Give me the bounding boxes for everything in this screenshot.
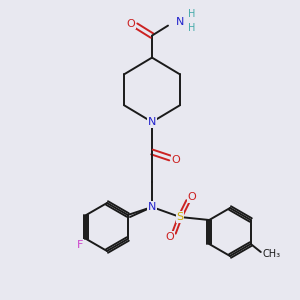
Text: N: N xyxy=(148,202,156,212)
Text: O: O xyxy=(188,192,196,202)
Text: O: O xyxy=(166,232,174,242)
Text: O: O xyxy=(172,155,180,165)
Text: S: S xyxy=(176,212,184,222)
Text: F: F xyxy=(77,240,83,250)
Text: N: N xyxy=(148,117,156,127)
Text: H: H xyxy=(188,22,195,33)
Text: CH₃: CH₃ xyxy=(263,249,281,259)
Text: H: H xyxy=(188,9,195,19)
Text: O: O xyxy=(127,19,135,28)
Text: N: N xyxy=(176,16,184,27)
